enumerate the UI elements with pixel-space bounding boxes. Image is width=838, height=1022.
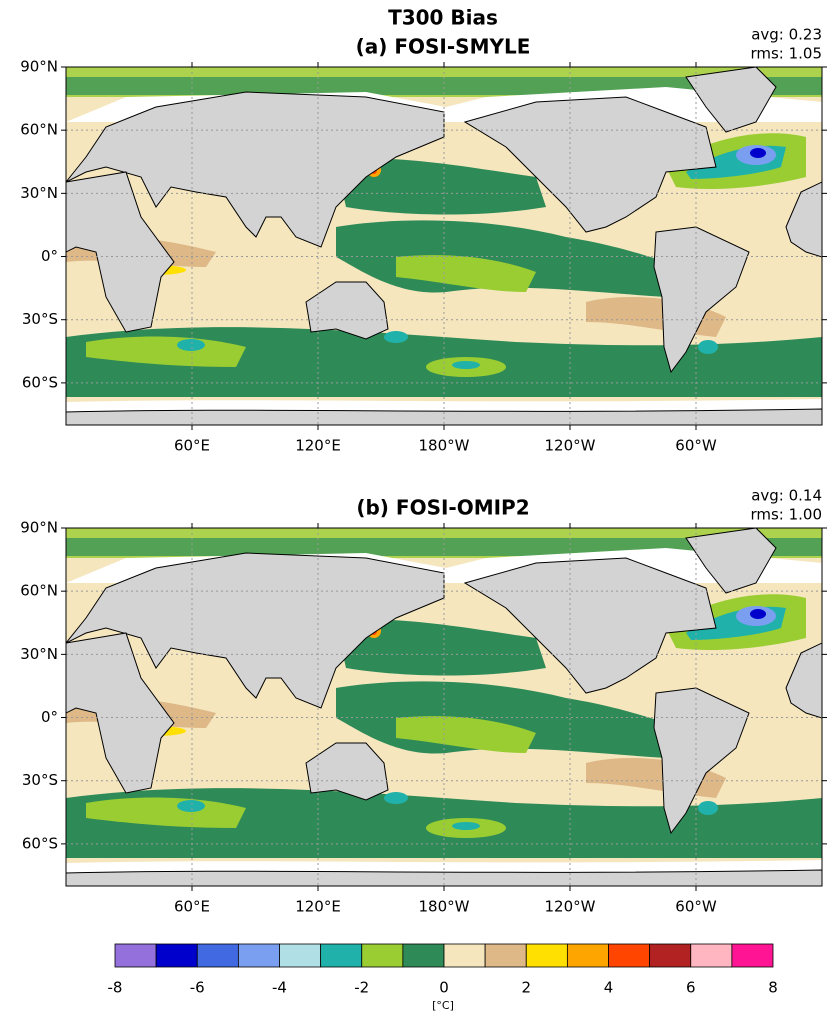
y-tick-label: 0° — [41, 708, 58, 726]
x-tick-label: 180°W — [419, 898, 470, 916]
y-tick-label: 30°N — [20, 184, 58, 202]
colorbar-tick-label: 4 — [604, 979, 614, 997]
colorbar-box — [690, 943, 733, 968]
avg-label: avg: 0.14 — [751, 487, 822, 505]
panel-title: (a) FOSI-SMYLE — [356, 35, 531, 59]
y-tick-label: 60°S — [22, 834, 58, 852]
colorbar-box — [608, 943, 651, 968]
map-frame — [65, 66, 823, 426]
colorbar-box — [361, 943, 404, 968]
y-tick-label: 0° — [41, 247, 58, 265]
rms-label: rms: 1.00 — [750, 506, 822, 524]
colorbar-unit: [°C] — [432, 999, 454, 1012]
colorbar-box — [731, 943, 774, 968]
colorbar-tick-label: -2 — [354, 979, 369, 997]
y-tick-label: 60°N — [20, 121, 58, 139]
y-tick-label: 60°N — [20, 582, 58, 600]
colorbar-box — [320, 943, 363, 968]
colorbar-box — [114, 943, 157, 968]
map — [66, 67, 822, 425]
colorbar-tick-label: -8 — [108, 979, 123, 997]
x-tick-label: 120°E — [295, 898, 341, 916]
rms-label: rms: 1.05 — [750, 45, 822, 63]
y-tick-label: 30°S — [22, 771, 58, 789]
colorbar-tick-label: -4 — [272, 979, 287, 997]
y-tick-label: 60°S — [22, 373, 58, 391]
x-tick-label: 60°W — [675, 898, 717, 916]
x-tick-label: 120°W — [545, 437, 596, 455]
y-tick-label: 90°N — [20, 519, 58, 537]
colorbar-tick-label: 6 — [686, 979, 696, 997]
x-tick-label: 60°E — [174, 898, 210, 916]
avg-label: avg: 0.23 — [751, 26, 822, 44]
x-tick-label: 180°W — [419, 437, 470, 455]
figure-title: T300 Bias — [388, 6, 498, 30]
colorbar-box — [196, 943, 239, 968]
colorbar-box — [443, 943, 486, 968]
colorbar-box — [484, 943, 527, 968]
x-tick-label: 60°W — [675, 437, 717, 455]
colorbar-box — [155, 943, 198, 968]
x-tick-label: 120°E — [295, 437, 341, 455]
colorbar-box — [566, 943, 609, 968]
colorbar-box — [402, 943, 445, 968]
colorbar-tick-label: -6 — [190, 979, 205, 997]
y-tick-label: 90°N — [20, 58, 58, 76]
colorbar-box — [237, 943, 280, 968]
colorbar-box — [649, 943, 692, 968]
colorbar-tick-label: 2 — [521, 979, 531, 997]
panel-title: (b) FOSI-OMIP2 — [356, 496, 529, 520]
y-tick-label: 30°N — [20, 645, 58, 663]
colorbar-box — [279, 943, 322, 968]
colorbar-tick-label: 8 — [768, 979, 778, 997]
y-tick-label: 30°S — [22, 310, 58, 328]
map — [66, 528, 822, 886]
x-tick-label: 120°W — [545, 898, 596, 916]
map-frame — [65, 527, 823, 887]
colorbar-tick-label: 0 — [439, 979, 449, 997]
x-tick-label: 60°E — [174, 437, 210, 455]
colorbar-box — [525, 943, 568, 968]
